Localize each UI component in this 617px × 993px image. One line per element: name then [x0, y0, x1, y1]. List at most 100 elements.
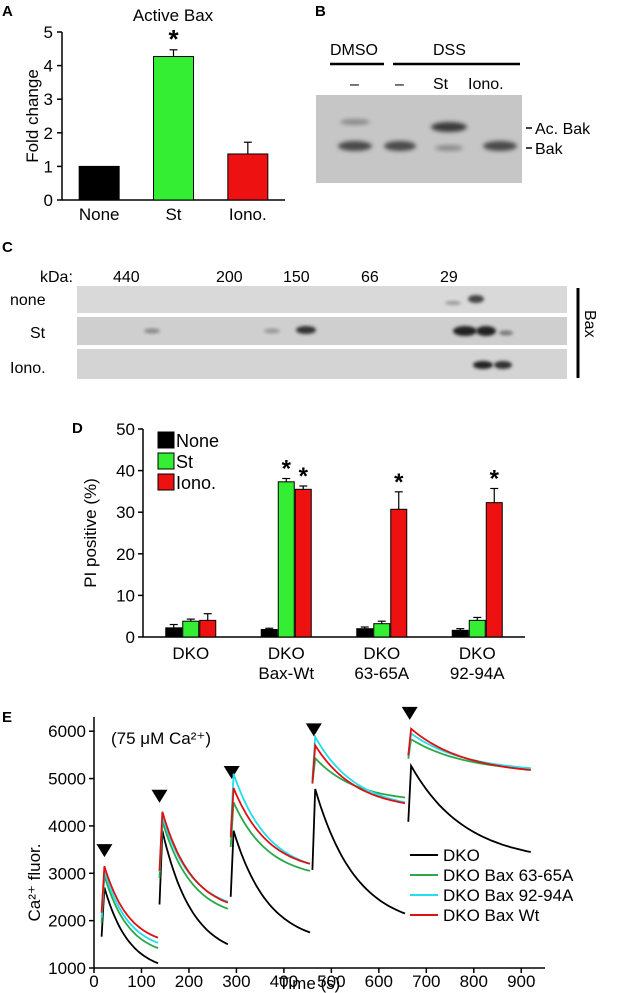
panel-letter-c: C — [2, 239, 13, 256]
blot-b-lane-label-4: Iono. — [468, 76, 504, 93]
blot-c-band-st-29a — [453, 326, 477, 336]
chart-e-ytick-label: 3000 — [48, 864, 86, 883]
chart-d-legend-label: Iono. — [176, 473, 216, 493]
chart-d-ytick-label: 20 — [116, 545, 135, 564]
chart-d-ytick-label: 30 — [116, 503, 135, 522]
chart-d-significance-star: * — [299, 463, 309, 490]
blot-c-band-st-440 — [144, 328, 160, 334]
panel-c-blot: kDa: 440 200 150 66 29 none St Iono. Bax — [10, 269, 598, 379]
chart-d-bar — [373, 623, 391, 638]
chart-e-ytick-label: 4000 — [48, 817, 86, 836]
blot-c-marker-150: 150 — [283, 269, 310, 286]
chart-e-ytick-label: 6000 — [48, 722, 86, 741]
chart-d-group-label: Bax-Wt — [258, 664, 314, 683]
chart-e-xtick-label: 600 — [365, 972, 393, 991]
chart-e-xtick-label: 700 — [412, 972, 440, 991]
chart-d-significance-star: * — [394, 469, 404, 496]
chart-d-bar — [356, 628, 374, 638]
chart-d-legend-swatch — [157, 473, 175, 491]
chart-e-addition-arrow — [305, 723, 322, 737]
panel-e-chart: 1000 2000 3000 4000 5000 6000 0 100 200 300 400 500… — [25, 706, 574, 993]
chart-d-bar — [294, 488, 312, 638]
chart-d-bar — [485, 502, 503, 638]
chart-a-category-label: Iono. — [229, 205, 267, 224]
chart-d-group-label: 92-94A — [450, 664, 505, 683]
chart-e-addition-arrow — [151, 789, 168, 803]
chart-d-legend-label: St — [176, 452, 193, 472]
chart-d-bar — [451, 629, 469, 638]
chart-a-ytick-label: 5 — [44, 23, 53, 42]
chart-e-ylabel: Ca²⁺ fluor. — [25, 844, 44, 922]
chart-d-bar — [260, 629, 278, 638]
chart-e-series-line — [229, 787, 311, 865]
blot-c-band-st-150 — [296, 326, 316, 334]
blot-c-band-st-200 — [264, 328, 280, 334]
chart-d-bar — [277, 481, 295, 638]
chart-e-series-line — [158, 820, 229, 910]
panel-b-blot: DMSO DSS – – St Iono. Ac. Bak Bak — [316, 42, 591, 183]
blot-b-band-lane2-bak — [384, 141, 416, 151]
blot-c-band-iono-29a — [473, 361, 493, 369]
blot-b-band-lane1-bak — [338, 141, 372, 151]
chart-a-ytick-label: 0 — [44, 191, 53, 210]
blot-c-band-none-faint — [445, 301, 461, 305]
blot-b-lane-label-3: St — [433, 76, 449, 93]
chart-e-legend-label: DKO Bax Wt — [443, 906, 540, 925]
chart-d-ytick-label: 0 — [126, 628, 135, 647]
chart-e-series-line — [407, 762, 531, 853]
chart-e-xtick-label: 900 — [507, 972, 535, 991]
blot-c-marker-440: 440 — [113, 269, 140, 286]
panel-letter-d: D — [72, 420, 83, 437]
blot-c-marker-200: 200 — [216, 269, 243, 286]
chart-e-xtick-label: 200 — [175, 972, 203, 991]
panel-a-chart: Active Bax Fold change 0 1 2 3 4 5 None St * Iono. — [23, 6, 285, 224]
chart-e-series-line — [311, 733, 406, 804]
blot-b-lane-label-1: – — [350, 76, 359, 93]
chart-d-legend-swatch — [157, 452, 175, 470]
blot-b-group-label-dss: DSS — [433, 42, 466, 59]
chart-d-significance-star: * — [490, 465, 500, 492]
chart-e-ytick-label: 1000 — [48, 959, 86, 978]
chart-e-ytick-label: 2000 — [48, 912, 86, 931]
blot-c-band-st-29c — [499, 330, 513, 336]
chart-e-ytick-label: 5000 — [48, 770, 86, 789]
chart-e-addition-arrow — [223, 766, 240, 780]
chart-e-series-line — [311, 742, 406, 805]
chart-d-bar — [390, 508, 408, 638]
chart-d-significance-star: * — [282, 456, 292, 483]
chart-e-xtick-label: 500 — [317, 972, 345, 991]
chart-d-bar — [165, 627, 183, 638]
blot-c-kda-label: kDa: — [40, 269, 73, 286]
chart-a-title: Active Bax — [133, 6, 214, 25]
chart-e-series-line — [158, 830, 229, 946]
chart-e-xlabel: Time (s) — [279, 974, 341, 993]
chart-a-ytick-label: 3 — [44, 90, 53, 109]
chart-d-ytick-label: 10 — [116, 586, 135, 605]
chart-e-series-line — [407, 727, 531, 771]
chart-d-legend-swatch — [157, 431, 175, 449]
blot-b-membrane — [316, 95, 522, 183]
chart-d-group-label: DKO — [363, 644, 400, 663]
panel-letter-e: E — [2, 709, 12, 726]
blot-c-strip-none — [77, 286, 567, 313]
chart-d-bar — [468, 619, 486, 638]
chart-a-bar — [78, 165, 120, 201]
blot-c-row-label-none: none — [10, 292, 46, 309]
chart-e-legend-label: DKO Bax 92-94A — [443, 886, 574, 905]
blot-b-band-label-acbak: Ac. Bak — [535, 121, 591, 138]
chart-e-addition-arrow — [401, 706, 418, 720]
chart-e-note: (75 μM Ca²⁺) — [111, 729, 211, 748]
chart-d-group-label: DKO — [459, 644, 496, 663]
blot-b-band-lane3-bak — [435, 145, 463, 151]
panel-letter-b: B — [315, 3, 326, 20]
chart-a-ylabel: Fold change — [23, 69, 42, 163]
blot-b-band-label-bak: Bak — [535, 141, 564, 158]
blot-c-marker-66: 66 — [361, 269, 379, 286]
chart-e-series-line — [229, 830, 311, 934]
chart-d-legend-label: None — [176, 431, 219, 451]
chart-e-legend-label: DKO — [443, 846, 480, 865]
chart-e-xtick-label: 300 — [222, 972, 250, 991]
panel-letter-a: A — [2, 3, 13, 20]
